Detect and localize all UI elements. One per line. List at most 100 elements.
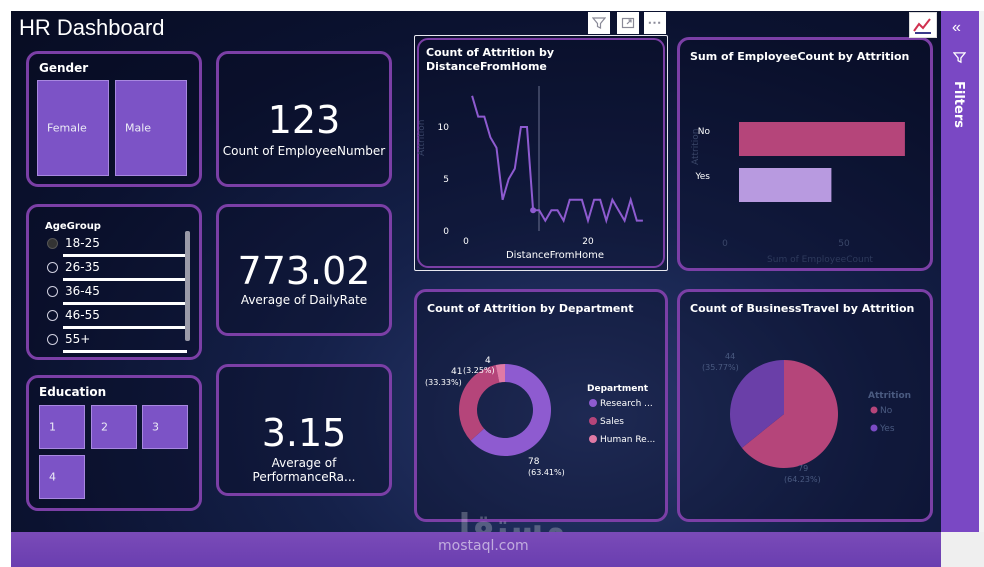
legend-marker xyxy=(870,424,878,432)
slice-research[interactable] xyxy=(470,364,551,456)
chart-title: Count of Attrition by xyxy=(426,46,554,59)
data-label-value: 4 xyxy=(485,356,491,366)
legend-item[interactable]: Research ... xyxy=(600,399,653,409)
education-tile-label: 1 xyxy=(49,420,56,434)
gender-tile-female[interactable]: Female xyxy=(37,80,109,176)
radio-icon[interactable] xyxy=(47,334,58,345)
option-bar xyxy=(63,254,187,257)
distance-line-chart: Count of Attrition by DistanceFromHome A… xyxy=(417,38,665,268)
education-slicer-title: Education xyxy=(39,385,107,399)
agegroup-option-55-plus[interactable]: 55+ xyxy=(45,330,187,354)
agegroup-option-36-45[interactable]: 36-45 xyxy=(45,282,187,306)
legend-marker xyxy=(589,435,597,443)
radio-icon[interactable] xyxy=(47,238,58,249)
y-tick-label: 5 xyxy=(443,175,449,185)
filters-label[interactable]: Filters xyxy=(951,81,966,128)
gender-tile-male[interactable]: Male xyxy=(115,80,187,176)
education-tile-label: 3 xyxy=(152,420,159,434)
data-label-pct: (3.25%) xyxy=(463,366,495,375)
focus-mode-icon[interactable] xyxy=(617,12,639,34)
slice-yes[interactable] xyxy=(730,360,784,448)
x-tick-label: 0 xyxy=(463,237,469,247)
department-donut-chart: Count of Attrition by Department 78 (63.… xyxy=(425,302,655,477)
option-bar xyxy=(63,302,187,305)
radio-icon[interactable] xyxy=(47,262,58,273)
filters-pane-collapsed[interactable]: « Filters xyxy=(941,11,979,532)
report-page: HR Dashboard Gender Female Male 123 Coun… xyxy=(11,11,941,532)
expand-chevrons-icon[interactable]: « xyxy=(952,19,961,36)
watermark-latin: mostaql.com xyxy=(438,538,529,554)
education-tile-label: 4 xyxy=(49,470,56,484)
data-label-pct: (64.23%) xyxy=(784,475,821,484)
distance-line-chart-card[interactable]: Count of Attrition by DistanceFromHome A… xyxy=(414,35,668,271)
option-label: 55+ xyxy=(65,332,91,346)
legend-marker xyxy=(589,399,597,407)
agegroup-slicer: AgeGroup 18-25 26-35 36-45 46-55 55+ xyxy=(26,204,202,360)
gender-tile-label: Female xyxy=(47,121,87,135)
data-label-pct: (33.33%) xyxy=(425,378,462,387)
y-axis-label: Attrition xyxy=(417,120,427,157)
department-donut-chart-card[interactable]: Count of Attrition by Department 78 (63.… xyxy=(414,289,668,522)
legend-item[interactable]: Human Re... xyxy=(600,435,655,445)
bar-yes[interactable] xyxy=(739,168,832,202)
slice-no[interactable] xyxy=(741,360,838,468)
page-navigation-strip xyxy=(11,532,941,567)
page-title: HR Dashboard xyxy=(19,15,165,40)
option-bar xyxy=(63,278,187,281)
education-tile-3[interactable]: 3 xyxy=(142,405,188,449)
legend-marker xyxy=(589,417,597,425)
legend-item[interactable]: Sales xyxy=(600,417,624,427)
watermark-arabic: مستقل xyxy=(441,507,566,532)
employeecount-bar-chart: Sum of EmployeeCount by Attrition Attrit… xyxy=(690,50,909,265)
gender-tile-label: Male xyxy=(125,121,152,135)
filter-icon[interactable] xyxy=(588,12,610,34)
businesstravel-pie-chart: Count of BusinessTravel by Attrition 79 … xyxy=(690,302,914,484)
education-tile-1[interactable]: 1 xyxy=(39,405,85,449)
option-label: 18-25 xyxy=(65,236,100,250)
kpi-label: Average of DailyRate xyxy=(240,293,368,307)
gender-slicer: Gender Female Male xyxy=(26,51,202,187)
education-slicer: Education 1 2 3 4 xyxy=(26,375,202,511)
data-label-value: 41 xyxy=(451,367,462,377)
radio-icon[interactable] xyxy=(47,310,58,321)
legend-marker xyxy=(870,406,878,414)
education-tile-2[interactable]: 2 xyxy=(91,405,137,449)
gender-slicer-title: Gender xyxy=(39,61,89,75)
slice-human-resources[interactable] xyxy=(495,364,505,383)
radio-icon[interactable] xyxy=(47,286,58,297)
y-tick-label: 0 xyxy=(443,227,449,237)
agegroup-option-46-55[interactable]: 46-55 xyxy=(45,306,187,330)
kpi-card-employee-count: 123 Count of EmployeeNumber xyxy=(216,51,392,187)
option-bar xyxy=(63,350,187,353)
donut-slices xyxy=(459,364,551,456)
kpi-card-daily-rate: 773.02 Average of DailyRate xyxy=(216,204,392,336)
category-label: Yes xyxy=(694,172,710,182)
filters-pane-edge xyxy=(979,11,984,532)
chart-frame xyxy=(417,38,665,268)
data-point[interactable] xyxy=(530,207,537,214)
legend-item[interactable]: No xyxy=(880,406,893,416)
chart-title: DistanceFromHome xyxy=(426,60,547,73)
businesstravel-pie-chart-card[interactable]: Count of BusinessTravel by Attrition 79 … xyxy=(677,289,933,522)
agegroup-option-18-25[interactable]: 18-25 xyxy=(45,234,187,258)
agegroup-option-26-35[interactable]: 26-35 xyxy=(45,258,187,282)
slice-sales[interactable] xyxy=(459,364,500,441)
legend-item[interactable]: Yes xyxy=(879,424,895,434)
x-axis-label: Sum of EmployeeCount xyxy=(767,255,873,265)
more-options-icon[interactable]: ⋯ xyxy=(644,12,666,34)
option-bar xyxy=(63,326,187,329)
legend-title: Attrition xyxy=(868,391,911,401)
employeecount-bar-chart-card[interactable]: Sum of EmployeeCount by Attrition Attrit… xyxy=(677,37,933,271)
chart-title: Sum of EmployeeCount by Attrition xyxy=(690,50,909,63)
option-label: 36-45 xyxy=(65,284,100,298)
kpi-value: 3.15 xyxy=(261,411,347,455)
y-tick-label: 10 xyxy=(438,123,450,133)
chart-title: Count of Attrition by Department xyxy=(427,302,633,315)
bar-no[interactable] xyxy=(739,122,905,156)
kpi-card-performance-rating: 3.15 Average of PerformanceRa... xyxy=(216,364,392,496)
education-tile-4[interactable]: 4 xyxy=(39,455,85,499)
footer-corner xyxy=(941,532,984,567)
data-label-value: 44 xyxy=(725,352,735,361)
slicer-scrollbar[interactable] xyxy=(185,231,190,341)
